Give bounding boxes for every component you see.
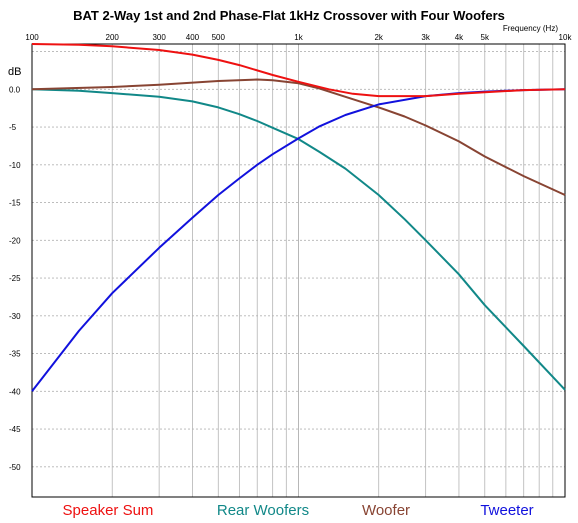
series-lines [31,43,566,392]
series-line-speaker-sum [31,43,566,98]
plot-frame [31,43,566,498]
x-tick-label: 2k [374,33,383,42]
grid-lines [32,44,565,497]
x-tick-label: 1k [294,33,303,42]
x-tick-label: 300 [152,33,166,42]
series-line-woofer [31,78,566,196]
y-tick-label: -5 [9,123,17,132]
legend-item-tweeter: Tweeter [480,502,533,519]
y-axis-label: dB [8,66,21,78]
y-tick-label: -25 [9,274,21,283]
x-tick-label: 200 [106,33,120,42]
x-tick-labels: 100 200 300 400 500 1k 2k 3k 4k 5k 10k [25,33,572,42]
legend-item-speaker-sum: Speaker Sum [63,502,154,519]
y-tick-label: -20 [9,236,21,245]
x-tick-label: 4k [455,33,464,42]
x-tick-label: 5k [481,33,490,42]
x-axis-label: Frequency (Hz) [503,24,558,33]
x-tick-label: 400 [186,33,200,42]
x-tick-label: 3k [421,33,430,42]
y-tick-label: 0.0 [9,85,21,94]
x-tick-label: 500 [212,33,226,42]
x-tick-label: 100 [25,33,39,42]
y-tick-label: -30 [9,312,21,321]
y-tick-label: -40 [9,387,21,396]
legend: Speaker Sum Rear Woofers Woofer Tweeter [63,502,534,519]
y-tick-label: -15 [9,199,21,208]
legend-item-woofer: Woofer [362,502,410,519]
y-tick-label: -50 [9,463,21,472]
y-tick-label: -35 [9,350,21,359]
y-tick-label: -45 [9,425,21,434]
y-tick-label: -10 [9,161,21,170]
x-tick-label: 10k [559,33,573,42]
y-tick-labels: 0.0 -5 -10 -15 -20 -25 -30 -35 -40 -45 -50 [9,85,21,472]
legend-item-rear-woofers: Rear Woofers [217,502,309,519]
chart-title: BAT 2-Way 1st and 2nd Phase-Flat 1kHz Cr… [73,8,505,23]
